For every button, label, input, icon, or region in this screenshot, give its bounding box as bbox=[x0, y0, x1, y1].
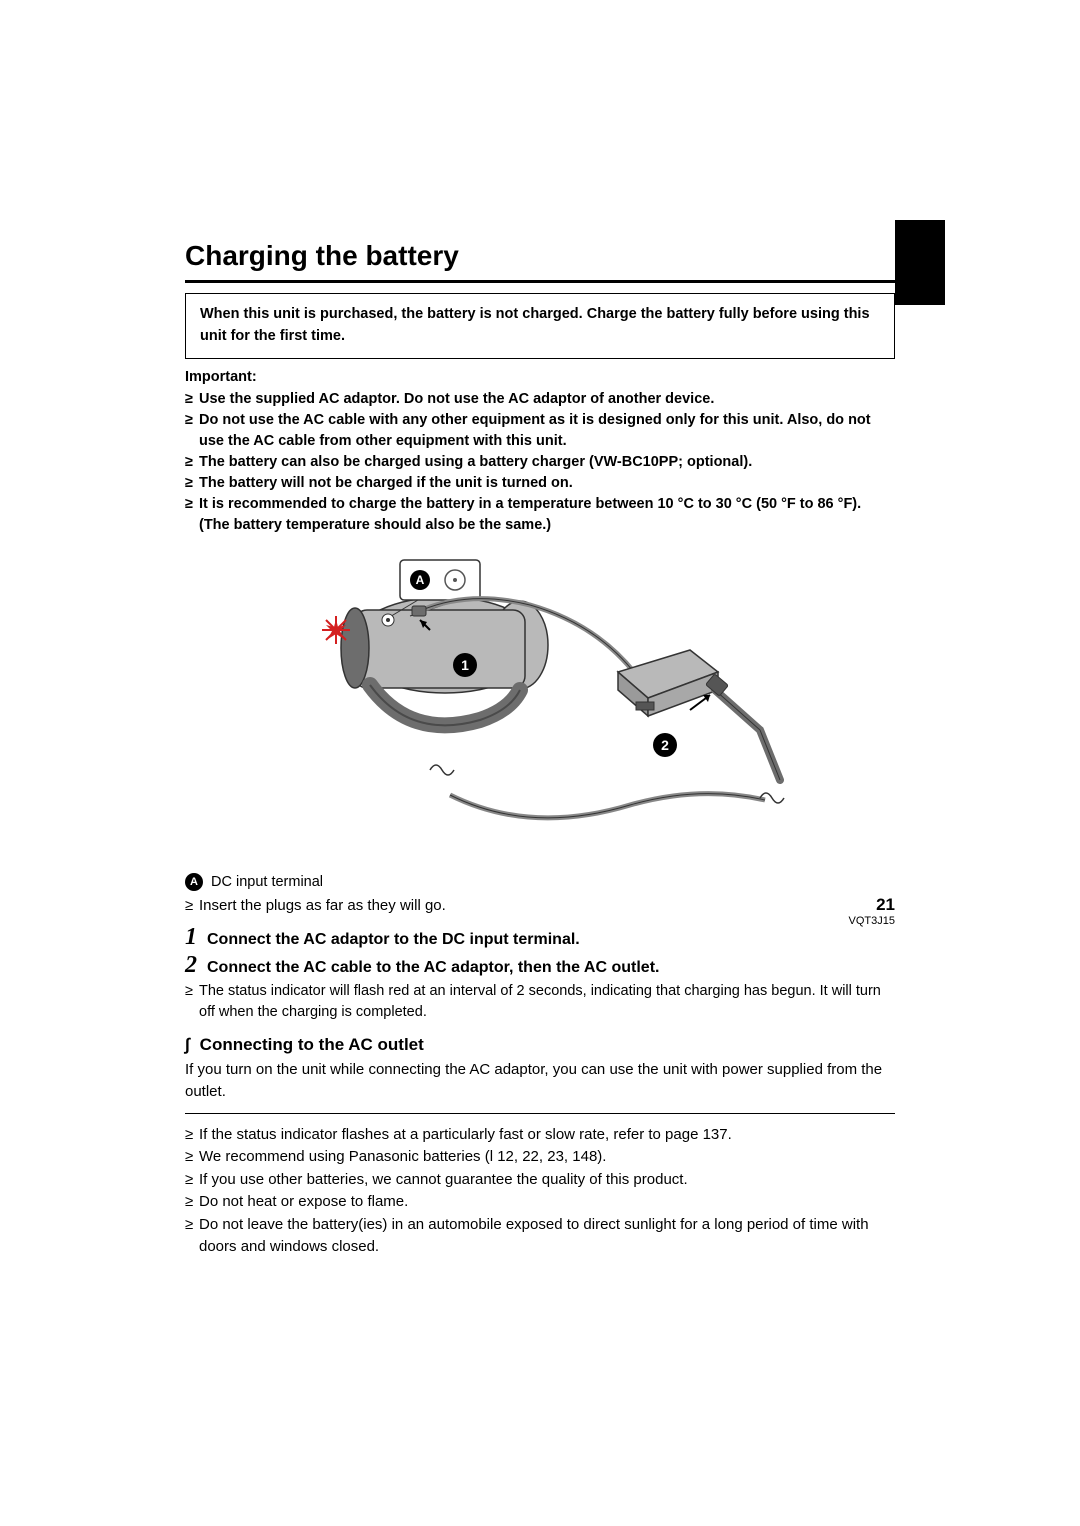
svg-text:A: A bbox=[416, 573, 425, 587]
insert-bullet-list: Insert the plugs as far as they will go. bbox=[185, 895, 895, 918]
page-footer: 21 VQT3J15 bbox=[849, 895, 895, 927]
page-number: 21 bbox=[849, 895, 895, 915]
label-a-text: DC input terminal bbox=[211, 874, 323, 890]
notice-box: When this unit is purchased, the battery… bbox=[185, 293, 895, 359]
step-sub-bullet-list: The status indicator will flash red at a… bbox=[185, 981, 895, 1023]
step-text: Connect the AC adaptor to the DC input t… bbox=[207, 931, 580, 949]
final-bullet-list: If the status indicator flashes at a par… bbox=[185, 1124, 895, 1259]
final-bullet: If the status indicator flashes at a par… bbox=[185, 1124, 895, 1147]
camera-diagram: A 1 bbox=[270, 550, 810, 850]
important-label: Important: bbox=[185, 369, 895, 385]
subheading: Connecting to the AC outlet bbox=[185, 1035, 895, 1055]
page-content: Charging the battery When this unit is p… bbox=[0, 0, 1080, 1327]
doc-code: VQT3J15 bbox=[849, 915, 895, 927]
heading-rule bbox=[185, 280, 895, 283]
step-1: 1 Connect the AC adaptor to the DC input… bbox=[185, 925, 895, 949]
svg-text:2: 2 bbox=[661, 737, 669, 753]
step-text: Connect the AC cable to the AC adaptor, … bbox=[207, 959, 659, 977]
divider bbox=[185, 1113, 895, 1114]
step-number: 2 bbox=[185, 953, 197, 977]
final-bullet: If you use other batteries, we cannot gu… bbox=[185, 1169, 895, 1192]
label-a-icon: A bbox=[185, 873, 203, 891]
subheading-text: Connecting to the AC outlet bbox=[200, 1035, 424, 1055]
final-bullet: Do not heat or expose to flame. bbox=[185, 1191, 895, 1214]
notice-text: When this unit is purchased, the battery… bbox=[200, 304, 880, 348]
final-bullet: Do not leave the battery(ies) in an auto… bbox=[185, 1214, 895, 1259]
important-bullet: It is recommended to charge the battery … bbox=[185, 494, 895, 536]
important-bullet: Use the supplied AC adaptor. Do not use … bbox=[185, 389, 895, 410]
important-bullet-list: Use the supplied AC adaptor. Do not use … bbox=[185, 389, 895, 536]
step-number: 1 bbox=[185, 925, 197, 949]
svg-text:1: 1 bbox=[461, 657, 469, 673]
diagram-figure: A 1 bbox=[185, 550, 895, 855]
step-2: 2 Connect the AC cable to the AC adaptor… bbox=[185, 953, 895, 977]
important-bullet: Do not use the AC cable with any other e… bbox=[185, 410, 895, 452]
figure-label-row: A DC input terminal bbox=[185, 873, 895, 891]
final-bullet: We recommend using Panasonic batteries (… bbox=[185, 1146, 895, 1169]
insert-bullet: Insert the plugs as far as they will go. bbox=[185, 895, 895, 918]
important-bullet: The battery will not be charged if the u… bbox=[185, 473, 895, 494]
important-bullet: The battery can also be charged using a … bbox=[185, 452, 895, 473]
step-sub-bullet: The status indicator will flash red at a… bbox=[185, 981, 895, 1023]
page-heading: Charging the battery bbox=[185, 240, 895, 272]
sub-body-text: If you turn on the unit while connecting… bbox=[185, 1059, 895, 1103]
